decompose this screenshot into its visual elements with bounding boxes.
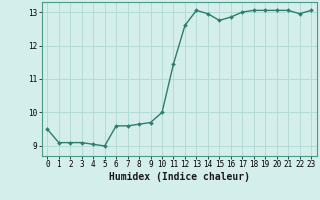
X-axis label: Humidex (Indice chaleur): Humidex (Indice chaleur) xyxy=(109,172,250,182)
